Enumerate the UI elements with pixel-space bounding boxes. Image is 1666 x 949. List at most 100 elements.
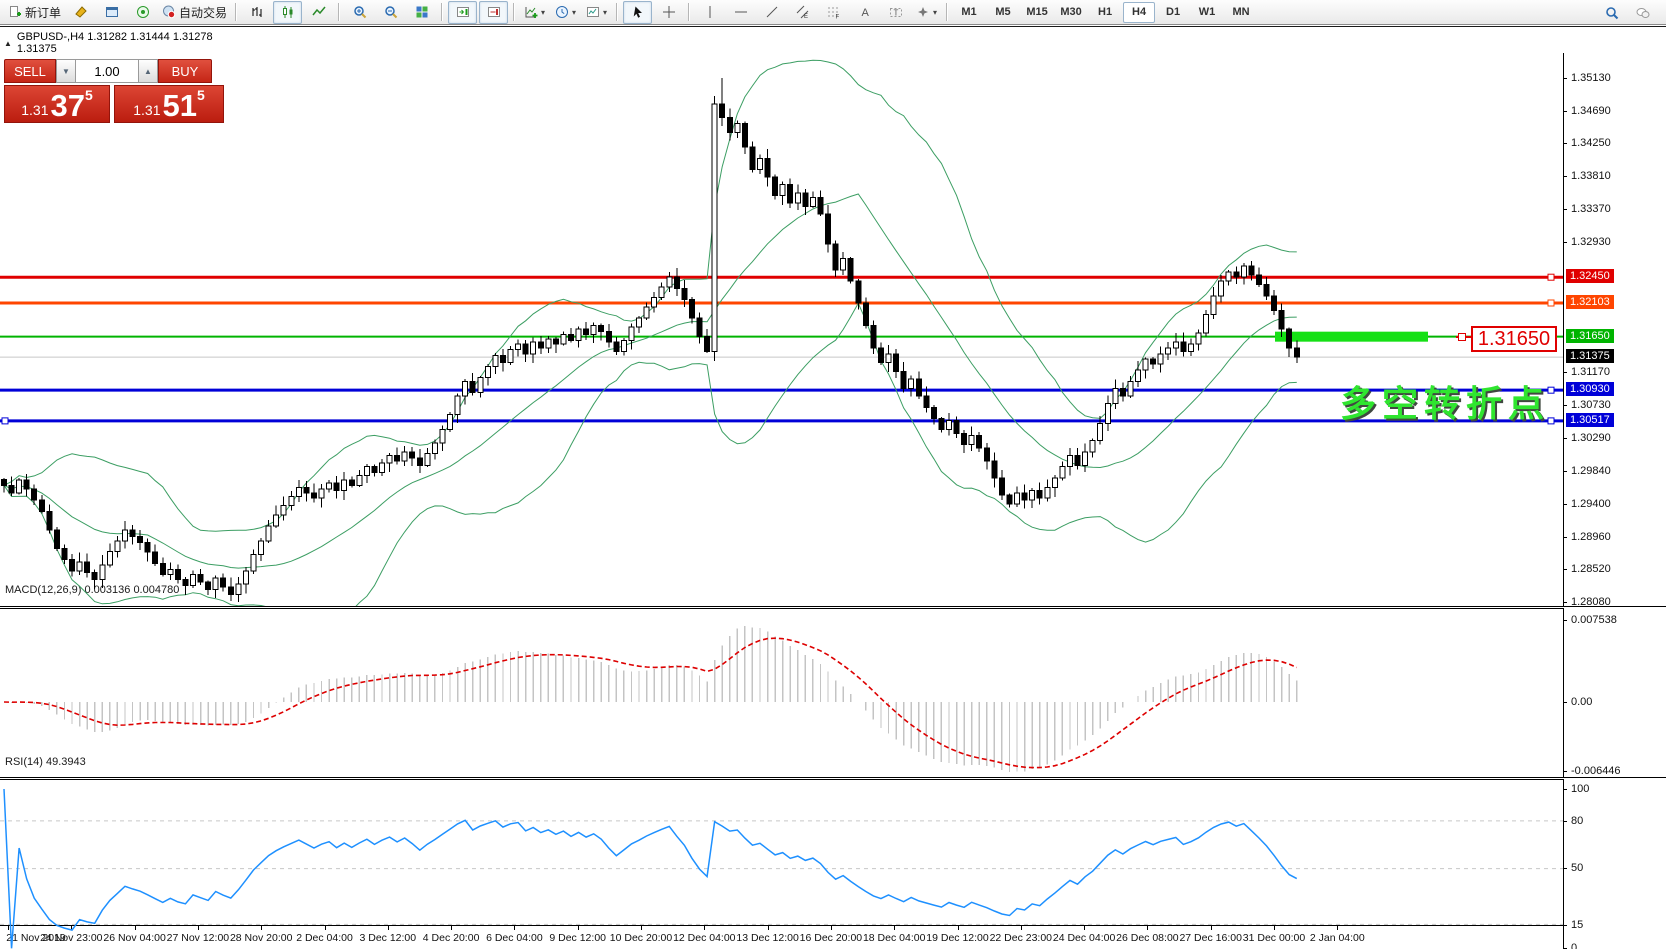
autotrade-button[interactable]: 自动交易 [159,1,230,24]
cursor-icon [631,5,645,19]
bar-chart-button[interactable] [242,1,271,24]
bear-candle [1255,274,1262,286]
macd-axis: 0.007538 0.00 -0.006446 [1563,608,1666,777]
timeframe-mn-button[interactable]: MN [1232,6,1250,18]
macd-indicator-label: MACD(12,26,9) 0.003136 0.004780 [5,584,179,596]
templates-button[interactable]: ▾ [582,1,611,24]
crosshair-button[interactable] [654,1,683,24]
rsi-panel[interactable] [0,779,1563,949]
zoom-in-button[interactable] [345,1,374,24]
market-watch-button[interactable] [97,1,126,24]
sell-price-pips: 37 [50,88,85,123]
bull-candle [106,550,113,566]
timeframe-m1-button[interactable]: M1 [961,6,977,18]
trendline-icon [765,5,779,19]
volume-input[interactable]: 1.00 [76,59,138,83]
sell-price-display[interactable]: 1.31 37 5 [4,85,110,123]
timeframe-h4-button[interactable]: H4 [1123,1,1156,23]
timeframe-m15-button[interactable]: M15 [1026,6,1048,18]
buy-price-figure: 1.31 [133,102,161,118]
volume-increase-button[interactable]: ▲ [138,59,158,83]
main-chart-panel[interactable] [0,53,1563,606]
candlestick-icon [281,5,295,19]
toolbar-separator [513,3,516,21]
line-chart-button[interactable] [304,1,333,24]
volume-decrease-button[interactable]: ▼ [56,59,76,83]
time-tick [134,926,136,930]
axis-label: 1.28080 [1571,596,1611,609]
bull-candle [326,482,333,490]
arrows-button[interactable]: ▾ [912,1,941,24]
timeframe-m30-button[interactable]: M30 [1060,6,1082,18]
bear-candle [832,243,839,271]
sell-button[interactable]: SELL [4,59,56,83]
bull-candle [1165,347,1172,355]
quotes-button[interactable] [66,1,95,24]
vertical-line-button[interactable] [695,1,724,24]
dropdown-caret-icon[interactable]: ▾ [933,7,938,17]
timeframe-d1-button[interactable]: D1 [1166,6,1181,18]
buy-button[interactable]: BUY [158,59,212,83]
signals-button[interactable] [128,1,157,24]
bull-candle [1044,487,1051,499]
price-annotation-label[interactable]: 1.31650 [1471,326,1557,352]
chat-button[interactable] [1628,1,1657,24]
bull-candle [379,462,385,474]
turning-point-annotation[interactable]: 多空转折点 [1339,383,1550,424]
timeframe-w1-button[interactable]: W1 [1198,6,1216,18]
bear-candle [174,568,181,581]
fibonacci-button[interactable]: F [819,1,848,24]
bear-candle [696,317,703,338]
bear-candle [825,213,832,245]
bull-candle [885,353,892,364]
axis-tick [1564,868,1567,869]
timeframe-h1-button[interactable]: H1 [1098,6,1113,18]
cursor-button[interactable] [623,0,653,24]
axis-tick [1564,176,1567,178]
chart-shift-button[interactable] [479,0,509,24]
tile-windows-button[interactable] [407,1,436,24]
time-axis[interactable]: 21 Nov 2019 24 Nov 23:00 26 Nov 04:00 27 No… [0,925,1666,949]
bull-candle [1210,295,1217,315]
auto-scroll-button[interactable] [448,0,478,24]
bull-candle [318,488,325,499]
axis-tick [1564,208,1567,210]
macd-rsi-divider[interactable] [0,777,1666,780]
time-label: 27 Dec 16:00 [1179,932,1242,944]
bear-candle [704,336,711,353]
buy-price-display[interactable]: 1.31 51 5 [114,85,224,123]
main-macd-divider[interactable] [0,606,1666,609]
dropdown-caret-icon[interactable]: ▾ [572,7,577,17]
axis-label: 80 [1571,815,1584,827]
search-button[interactable] [1597,1,1626,24]
axis-label: 1.34690 [1571,104,1611,117]
periods-button[interactable]: ▾ [551,1,580,24]
autotrade-icon [162,5,176,19]
bull-candle [212,577,219,590]
candlestick-button[interactable] [273,0,303,24]
dropdown-caret-icon[interactable]: ▾ [541,7,546,17]
new-order-button[interactable]: 新订单 [5,1,64,24]
time-tick [8,926,9,930]
text-label-button[interactable]: T [881,1,910,24]
macd-signal-value: 0.004780 [133,584,180,596]
axis-tick [1564,503,1567,505]
trendline-button[interactable] [757,1,786,24]
text-button[interactable]: A [850,1,879,24]
bear-candle [499,354,506,364]
dropdown-caret-icon[interactable]: ▾ [603,7,608,17]
bollinger-lower-band [3,302,1297,606]
channel-button[interactable]: E [788,1,817,24]
bull-candle [1187,343,1194,353]
bear-candle [719,103,726,118]
timeframe-m5-button[interactable]: M5 [995,6,1011,18]
macd-panel[interactable] [0,608,1563,777]
horizontal-line-button[interactable] [726,1,755,24]
gold-arrow-icon [74,5,88,19]
axis-tick [1564,771,1567,772]
zoom-out-button[interactable] [376,1,405,24]
axis-label: -0.006446 [1571,765,1621,777]
collapse-triangle-icon[interactable]: ▲ [4,38,12,48]
indicators-button[interactable]: ▾ [520,1,549,24]
bear-candle [930,406,937,419]
